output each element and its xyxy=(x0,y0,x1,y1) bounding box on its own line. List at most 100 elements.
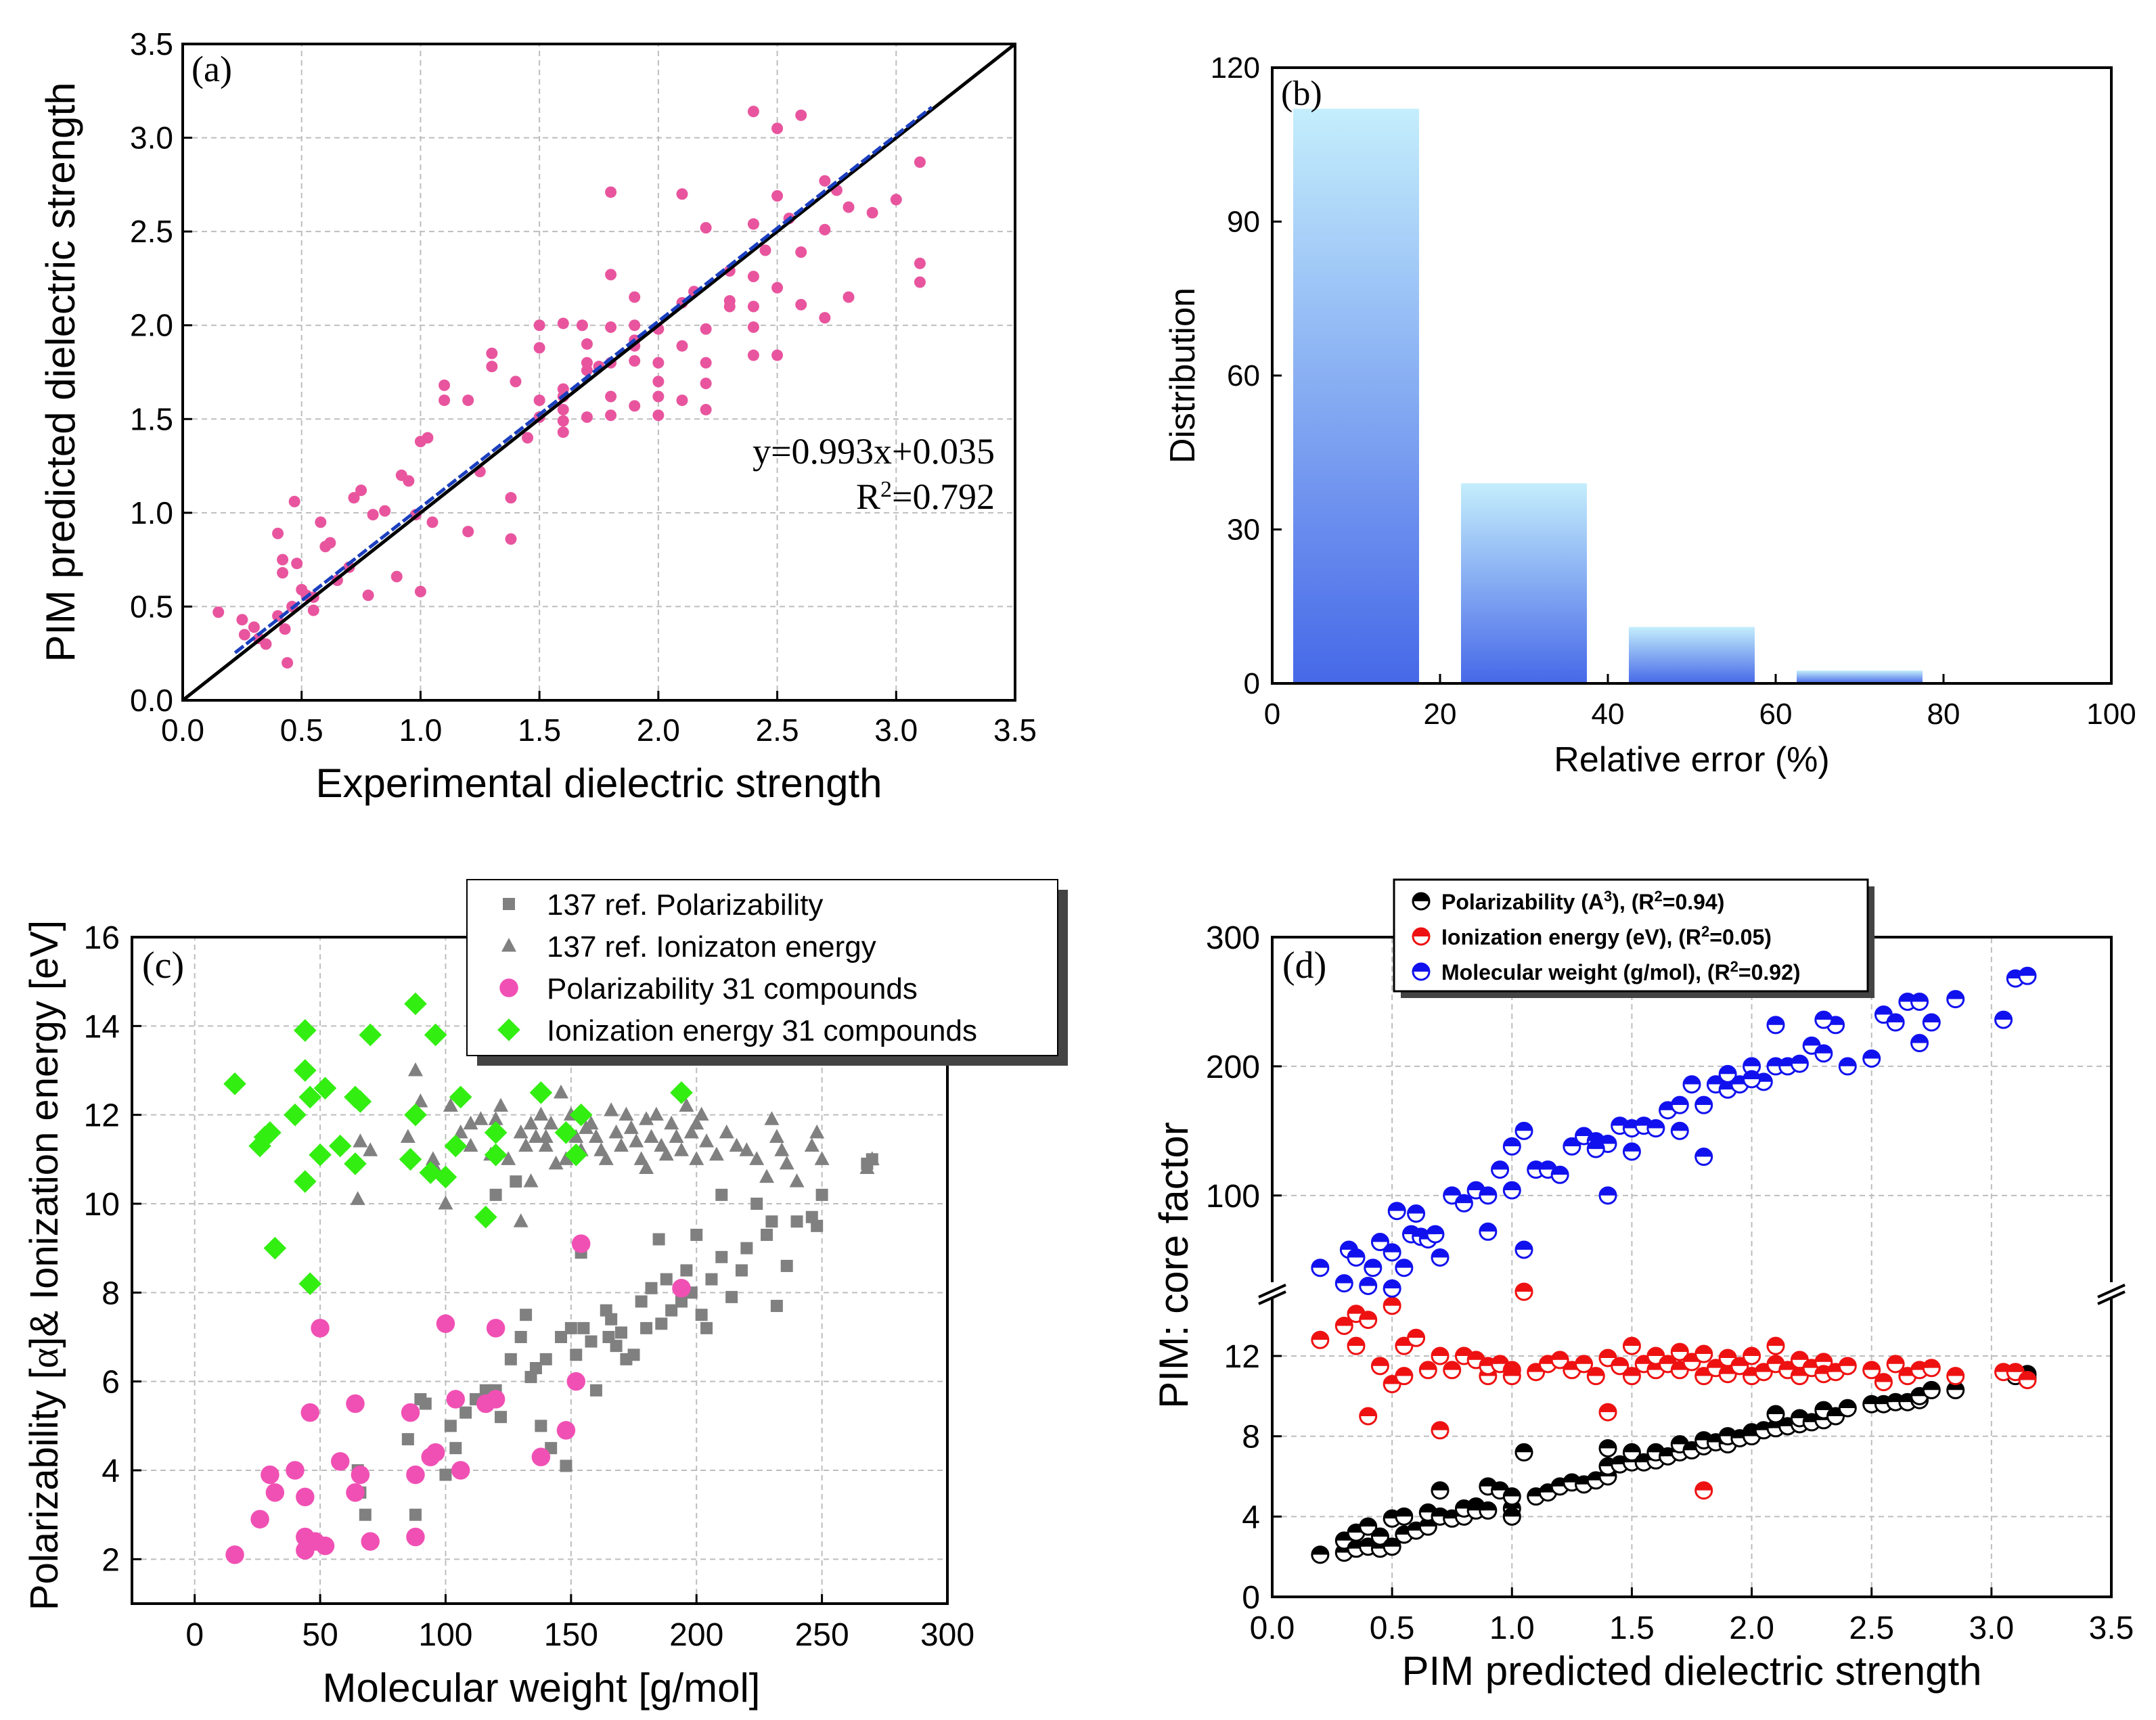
panel-c-point xyxy=(495,1411,508,1424)
panel-c-point xyxy=(528,1129,543,1143)
panel-c-legend-marker xyxy=(503,898,515,910)
panel-c-point xyxy=(538,1129,554,1143)
panel-c-point xyxy=(444,1134,468,1158)
panel-c-legend-label: 137 ref. Polarizability xyxy=(547,888,823,922)
panel-d-point-ring xyxy=(1431,1346,1450,1365)
panel-d-point-ring xyxy=(1743,1070,1761,1089)
panel-c-point xyxy=(439,1468,452,1481)
panel-c-point xyxy=(735,1264,748,1277)
panel-d-point xyxy=(1598,1186,1617,1205)
panel-c-point xyxy=(774,1142,790,1156)
panel-b-bars xyxy=(1293,108,1923,683)
panel-c-point xyxy=(453,1124,468,1139)
panel-c-xtick-label: 250 xyxy=(795,1617,849,1653)
panel-d-xtick-label: 1.0 xyxy=(1489,1610,1535,1646)
panel-c-point xyxy=(406,1465,425,1485)
panel-c-point xyxy=(814,1151,830,1165)
panel-c-point xyxy=(409,1508,422,1521)
panel-c-point xyxy=(623,1120,639,1134)
panel-d-legend-label-sup: 2 xyxy=(1730,958,1738,975)
panel-d-point xyxy=(1694,1481,1713,1500)
axis-break-mark-right-2 xyxy=(2097,1290,2126,1305)
panel-d-point xyxy=(1586,1367,1605,1386)
panel-a-point xyxy=(605,186,617,198)
panel-c-point xyxy=(353,1133,368,1148)
panel-d-point xyxy=(1682,1075,1701,1094)
panel-d-ytick-label-lower: 8 xyxy=(1242,1420,1260,1455)
panel-c-point xyxy=(577,1321,590,1334)
panel-d-point xyxy=(1454,1194,1473,1213)
panel-a-point xyxy=(355,484,367,497)
panel-c-point xyxy=(759,1169,775,1183)
panel-a-point xyxy=(581,364,593,376)
panel-d-xtick-label: 1.5 xyxy=(1609,1610,1655,1646)
panel-a-point xyxy=(629,291,641,303)
panel-c-point xyxy=(570,1349,583,1361)
panel-a-point xyxy=(700,378,712,390)
panel-c-point xyxy=(566,1372,586,1391)
panel-a-point xyxy=(605,321,617,333)
panel-c-point xyxy=(404,992,427,1016)
panel-a-ticks: 0.0 0.5 1.0 1.5 2.0 2.5 3.0 3.5 0.0 0.5 1.0 1.5 2.0 2… xyxy=(130,26,1037,748)
panel-b-ytick-label: 90 xyxy=(1227,206,1260,239)
panel-d-legend-marker xyxy=(1412,927,1431,946)
panel-c-point xyxy=(564,1321,577,1334)
panel-c-point xyxy=(459,1406,472,1419)
panel-d-legend: Polarizability (A3), (R2=0.94)Ionization… xyxy=(1393,878,1874,998)
panel-d-point xyxy=(1514,1121,1533,1140)
panel-c-point xyxy=(790,1215,803,1228)
panel-d-point-ring xyxy=(1563,1137,1581,1156)
panel-d-point-ring xyxy=(1814,1010,1833,1029)
panel-c-point xyxy=(699,1133,715,1148)
panel-c-point xyxy=(473,1111,489,1125)
panel-d-legend-label-post: =0.05) xyxy=(1709,925,1772,949)
panel-d-point-ring xyxy=(1718,1064,1737,1083)
panel-a-point xyxy=(533,394,545,407)
panel-b-bar xyxy=(1797,671,1923,683)
panel-d-point xyxy=(1359,1517,1378,1536)
panel-d-point-ring xyxy=(1431,1421,1450,1440)
panel-b-ticks: 0 20 40 60 80 100 0 30 60 90 120 xyxy=(1211,51,2136,731)
panel-d-point xyxy=(1814,1044,1833,1063)
panel-b-xtick-label: 80 xyxy=(1927,698,1960,731)
panel-d-point-ring xyxy=(1395,1507,1414,1526)
panel-d-point xyxy=(1407,1204,1426,1223)
panel-d-point xyxy=(1575,1127,1594,1146)
panel-d-point-ring xyxy=(1407,1328,1426,1347)
panel-d-point xyxy=(1479,1501,1498,1520)
panel-c-point xyxy=(315,1536,335,1556)
panel-a-points xyxy=(183,44,1015,700)
panel-b-xtick-label: 60 xyxy=(1759,698,1793,731)
panel-a-point xyxy=(403,475,415,487)
panel-d-point-ring xyxy=(1670,1121,1689,1140)
panel-c-point xyxy=(654,1137,669,1152)
panel-a-point xyxy=(576,319,588,332)
panel-c-point xyxy=(859,1160,875,1174)
panel-c-ytick-label: 2 xyxy=(102,1542,120,1578)
panel-d-legend-marker-ring xyxy=(1412,962,1431,981)
panel-c-xtick-label: 0 xyxy=(185,1617,204,1653)
panel-d-point-ring xyxy=(1359,1407,1378,1426)
panel-c-point xyxy=(579,1120,594,1134)
panel-c-point xyxy=(401,1403,420,1422)
panel-c-point xyxy=(809,1124,825,1139)
panel-a-point xyxy=(307,604,319,616)
panel-c-point xyxy=(715,1188,728,1201)
panel-a-point xyxy=(771,349,784,361)
panel-d-point-ring xyxy=(1814,1044,1833,1063)
panel-d-xtick-label: 2.5 xyxy=(1849,1610,1894,1646)
panel-c-point xyxy=(486,1390,506,1409)
panel-d-point xyxy=(1694,1148,1713,1167)
panel-c-point xyxy=(543,1115,559,1130)
panel-c-point xyxy=(514,1331,527,1343)
panel-a-point xyxy=(676,394,688,407)
panel-c-point xyxy=(328,1134,352,1158)
panel-d-point-ring xyxy=(1838,1399,1857,1418)
panel-b-xtick-label: 0 xyxy=(1264,698,1280,731)
panel-d-point-ring xyxy=(1514,1443,1533,1462)
panel-d-legend-marker xyxy=(1412,962,1431,981)
panel-c-point xyxy=(349,1090,372,1113)
panel-c-legend: 137 ref. Polarizability 137 ref. Ionizato… xyxy=(466,879,1068,1066)
panel-c-point xyxy=(359,1023,382,1047)
panel-d-legend-label-pre: Polarizability (A xyxy=(1441,890,1604,914)
